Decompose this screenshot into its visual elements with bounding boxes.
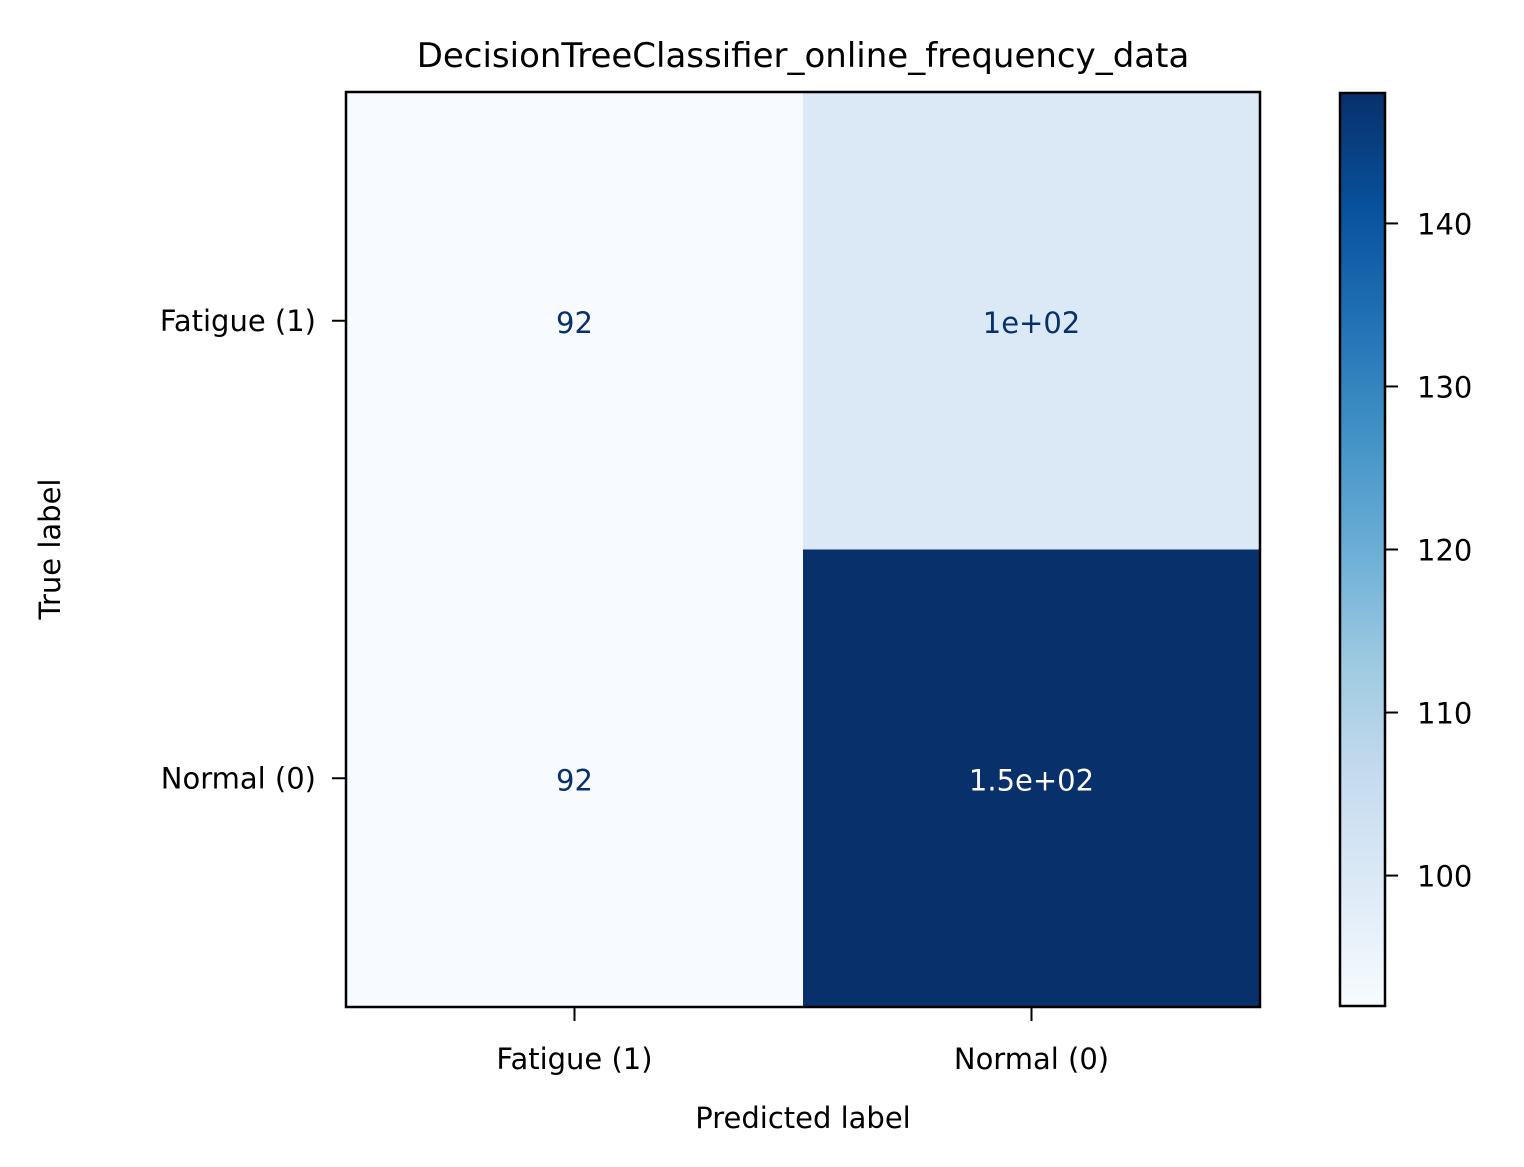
colorbar-axis: 100 110 120 130 140 bbox=[1385, 207, 1472, 894]
y-axis: Fatigue (1) Normal (0) bbox=[160, 304, 346, 795]
x-axis: Fatigue (1) Normal (0) bbox=[496, 1007, 1109, 1076]
colorbar-tick-label: 100 bbox=[1417, 860, 1472, 894]
x-tick-label: Fatigue (1) bbox=[496, 1042, 652, 1076]
heatmap-cells bbox=[346, 92, 1260, 1007]
plot-frame bbox=[344, 90, 1262, 1009]
chart-title: DecisionTreeClassifier_online_frequency_… bbox=[417, 36, 1190, 76]
heatmap-cell bbox=[346, 549, 803, 1007]
x-tick-label: Normal (0) bbox=[954, 1042, 1109, 1076]
x-axis-label: Predicted label bbox=[695, 1101, 911, 1135]
colorbar-tick-label: 120 bbox=[1417, 534, 1472, 568]
colorbar bbox=[1338, 91, 1387, 1008]
colorbar-tick-label: 130 bbox=[1417, 370, 1472, 404]
heatmap-cell bbox=[346, 92, 803, 550]
y-tick-label: Normal (0) bbox=[161, 761, 316, 795]
cell-value-label: 1e+02 bbox=[983, 306, 1081, 340]
cell-value-label: 1.5e+02 bbox=[969, 763, 1094, 797]
colorbar-tick-label: 140 bbox=[1417, 207, 1472, 241]
heatmap-cell-labels: 92 1e+02 92 1.5e+02 bbox=[556, 306, 1094, 798]
heatmap-cell bbox=[803, 549, 1260, 1007]
cell-value-label: 92 bbox=[556, 306, 593, 340]
colorbar-tick-label: 110 bbox=[1417, 697, 1472, 731]
heatmap-cell bbox=[803, 92, 1260, 550]
y-tick-label: Fatigue (1) bbox=[160, 304, 316, 338]
y-axis-label: True label bbox=[33, 479, 67, 621]
cell-value-label: 92 bbox=[556, 763, 593, 797]
